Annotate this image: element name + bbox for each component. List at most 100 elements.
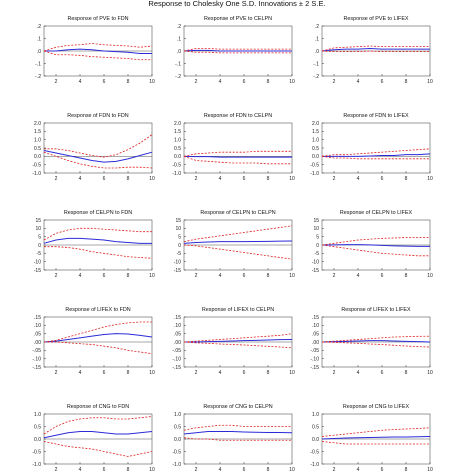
x-tick-label: 10	[149, 176, 155, 182]
y-tick-label: -.10	[172, 356, 181, 362]
y-tick-label: -.10	[32, 356, 41, 362]
y-tick-label: -10	[312, 259, 319, 265]
panel-title: Response of FDN to CELPN	[204, 113, 272, 119]
y-tick-label: 0	[316, 243, 319, 249]
x-tick-label: 8	[267, 79, 270, 85]
y-tick-label: -0.5	[310, 162, 319, 168]
irf-panel: Response of PVE to LIFEX -.2 -.1 .0 .1 .2 2 4 6 8…	[313, 16, 433, 85]
x-tick-label: 6	[103, 176, 106, 182]
y-tick-label: .00	[174, 340, 181, 346]
lower-band-line	[43, 441, 153, 457]
y-tick-label: -5	[315, 251, 320, 257]
x-tick-label: 4	[357, 273, 360, 279]
y-tick-label: -15	[34, 268, 41, 274]
x-tick-label: 2	[333, 176, 336, 182]
y-tick-label: .00	[312, 340, 319, 346]
y-tick-label: -15	[312, 268, 319, 274]
lower-band-line	[321, 244, 430, 257]
response-line	[321, 244, 430, 247]
y-tick-label: -.15	[172, 365, 181, 371]
irf-panel: Response of LIFEX to FDN -.15 -.10 -.05 .00.…	[32, 307, 155, 376]
y-tick-label: 0.0	[34, 437, 41, 443]
upper-band-line	[43, 227, 152, 241]
x-tick-label: 4	[79, 467, 82, 473]
lower-band-line	[183, 50, 292, 54]
y-tick-label: -0.5	[172, 449, 181, 455]
upper-band-line	[43, 416, 153, 435]
x-tick-label: 4	[219, 467, 222, 473]
y-tick-label: 0.0	[312, 154, 319, 160]
y-tick-label: 10	[313, 226, 319, 232]
x-tick-label: 6	[243, 370, 246, 376]
upper-band-line	[183, 333, 293, 343]
x-tick-label: 4	[79, 273, 82, 279]
x-tick-label: 2	[55, 79, 58, 85]
response-line	[321, 436, 431, 440]
x-tick-label: 8	[405, 467, 408, 473]
y-tick-label: 10	[175, 226, 181, 232]
irf-panel: Response of LIFEX to CELPN -.15 -.10 -.05 .0…	[172, 307, 295, 376]
x-tick-label: 8	[267, 176, 270, 182]
x-tick-label: 10	[427, 273, 433, 279]
x-tick-label: 8	[405, 370, 408, 376]
y-tick-label: 0.5	[34, 146, 41, 152]
panel-frame	[43, 122, 153, 174]
x-tick-label: 6	[243, 273, 246, 279]
lower-band-line	[183, 155, 292, 165]
response-line	[321, 47, 430, 52]
x-tick-label: 8	[267, 273, 270, 279]
y-tick-label: -1.0	[172, 462, 181, 468]
upper-band-line	[183, 225, 293, 243]
x-tick-label: 4	[219, 370, 222, 376]
y-tick-label: -.2	[35, 74, 41, 80]
upper-band-line	[321, 45, 430, 52]
panel-title: Response of LIFEX to FDN	[65, 307, 130, 313]
y-tick-label: 0	[178, 243, 181, 249]
x-tick-label: 6	[243, 467, 246, 473]
panel-title: Response of PVE to CELPN	[204, 16, 272, 22]
y-tick-label: 0.5	[174, 146, 181, 152]
x-tick-label: 8	[267, 370, 270, 376]
y-tick-label: -.1	[175, 61, 181, 67]
y-tick-label: -1.0	[310, 171, 319, 177]
x-tick-label: 10	[149, 370, 155, 376]
response-line	[183, 155, 292, 158]
y-tick-label: .0	[37, 49, 41, 55]
irf-panel: Response of CNG to FDN -1.0 -0.5 0.0 0.5 1.0 2…	[32, 404, 155, 473]
y-tick-label: 0.0	[312, 437, 319, 443]
y-tick-label: -0.5	[32, 449, 41, 455]
y-tick-label: -10	[34, 259, 41, 265]
y-tick-label: .15	[34, 315, 41, 321]
panel-title: Response of CNG to FDN	[67, 404, 129, 410]
irf-panel: Response of FDN to FDN -1.0 -0.5 0.0 0.5 1.0 1…	[32, 113, 155, 182]
response-line	[322, 153, 431, 157]
x-tick-label: 2	[333, 370, 336, 376]
x-tick-label: 4	[79, 79, 82, 85]
x-tick-label: 6	[103, 467, 106, 473]
response-line	[184, 339, 293, 343]
y-tick-label: .1	[315, 36, 319, 42]
y-tick-label: 1.0	[312, 412, 319, 418]
x-tick-label: 2	[55, 467, 58, 473]
y-tick-label: .2	[315, 24, 319, 30]
x-tick-label: 4	[79, 176, 82, 182]
x-tick-label: 4	[219, 176, 222, 182]
x-tick-label: 10	[289, 467, 295, 473]
y-tick-label: .0	[315, 49, 319, 55]
irf-panel: Response of PVE to CELPN -.2 -.1 .0 .1 .2 2 4 6 8…	[175, 16, 295, 85]
y-tick-label: 0	[38, 243, 41, 249]
y-tick-label: 2.0	[312, 121, 319, 127]
y-tick-label: .05	[312, 331, 319, 337]
y-tick-label: .1	[177, 36, 181, 42]
y-tick-label: -.05	[310, 348, 319, 354]
y-tick-label: .10	[174, 323, 181, 329]
y-tick-label: -1.0	[32, 462, 41, 468]
x-tick-label: 10	[149, 273, 155, 279]
y-tick-label: -0.5	[32, 162, 41, 168]
y-tick-label: .10	[34, 323, 41, 329]
x-tick-label: 6	[103, 273, 106, 279]
x-tick-label: 8	[127, 467, 130, 473]
x-tick-label: 2	[195, 467, 198, 473]
lower-band-line	[321, 341, 431, 348]
